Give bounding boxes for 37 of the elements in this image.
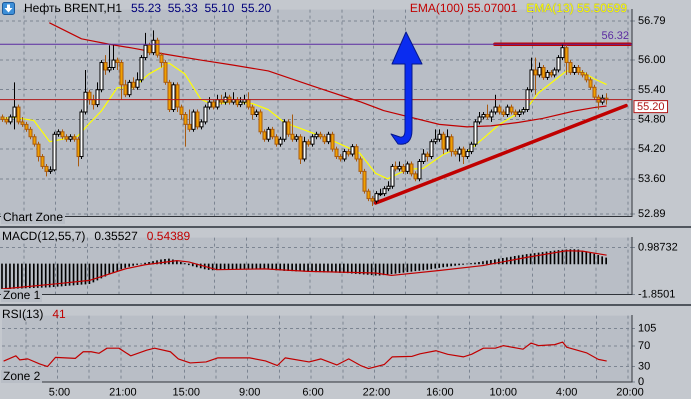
chart-title: Нефть BRENT,H1 <box>24 1 122 15</box>
y-tick-label: -1.8501 <box>638 288 676 300</box>
y-tick-label: 56.79 <box>638 15 666 28</box>
chart-title: MACD(12,55,7) <box>2 229 86 243</box>
chart-title: RSI(13) <box>2 307 44 321</box>
text: EMA(13) 55.50599 <box>526 1 627 15</box>
annotation: Zone 2 <box>1 369 42 383</box>
ref-line-label: 56.32 <box>601 30 629 42</box>
annotation: Chart Zone <box>1 210 66 224</box>
y-tick-label: 70 <box>638 340 650 352</box>
x-tick-label: 5:00 <box>48 386 70 398</box>
y-tick-label: 54.20 <box>638 143 666 156</box>
x-tick-label: 16:00 <box>426 386 454 398</box>
x-tick-label: 22:00 <box>362 386 390 398</box>
y-tick-label: 105 <box>638 322 656 334</box>
y-tick-label: 0 <box>638 376 644 388</box>
series-label: 0.54389 <box>146 229 190 243</box>
y-tick-label: 30 <box>638 360 650 373</box>
x-tick-label: 15:00 <box>172 386 200 398</box>
x-tick-label: 10:00 <box>489 386 517 398</box>
y-tick-label: 52.89 <box>638 208 666 220</box>
y-tick-label: 53.60 <box>638 172 666 185</box>
x-tick-label: 6:00 <box>302 386 324 398</box>
y-tick-label: 55.40 <box>638 84 666 96</box>
x-tick-label: 4:00 <box>556 386 578 398</box>
y-tick-label: 54.80 <box>638 113 666 126</box>
text: 41 <box>52 307 66 321</box>
ref-line-label: 55.20 <box>637 101 665 114</box>
y-tick-label: 56.00 <box>638 54 666 66</box>
chart-subtitle: 55.23 55.33 55.10 55.20 <box>131 1 272 15</box>
x-tick-label: 20:00 <box>616 386 644 398</box>
x-tick-label: 21:00 <box>109 386 137 398</box>
x-tick-label: 9:00 <box>238 386 260 398</box>
text: EMA(100) 55.07001 <box>410 1 518 15</box>
annotation: Zone 1 <box>1 288 42 302</box>
series-label: 0.35527 <box>94 229 138 243</box>
y-tick-label: 0.98732 <box>638 242 678 254</box>
